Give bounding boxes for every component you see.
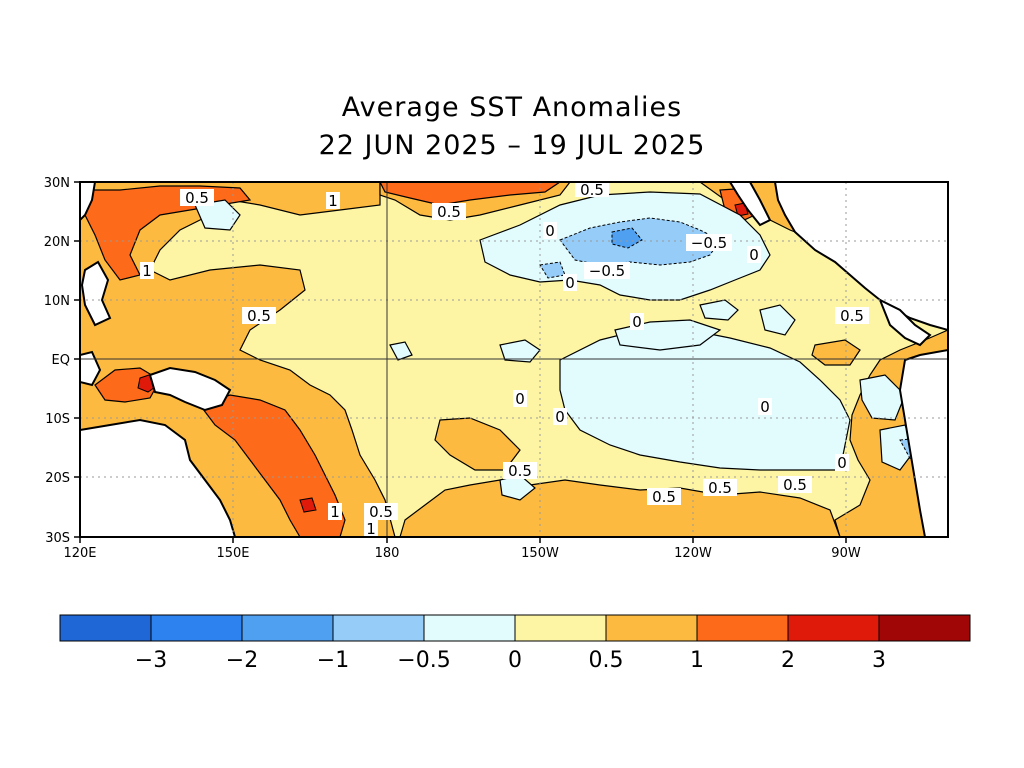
colorbar-swatch xyxy=(332,614,425,642)
contour-label: 0.5 xyxy=(652,488,676,506)
contour-label: 0.5 xyxy=(708,479,732,497)
landmass-south-america xyxy=(898,348,948,537)
colorbar-label: 2 xyxy=(781,648,795,673)
contour-label: 0.5 xyxy=(437,203,461,221)
contour-label: 0 xyxy=(545,222,555,240)
contour-label: 0.5 xyxy=(840,307,864,325)
map-field: 0.5 1 0.5 0.5 0 −0.5 −0.5 0 0 1 xyxy=(80,181,948,538)
landmass-borneo xyxy=(80,350,102,387)
contour-label: 0.5 xyxy=(580,181,604,199)
colorbar-label: 3 xyxy=(872,648,886,673)
landmass-central-america xyxy=(878,297,932,347)
contour-labels: 0.5 1 0.5 0.5 0 −0.5 −0.5 0 0 1 xyxy=(140,181,869,538)
contour-label: 0 xyxy=(515,390,525,408)
colorbar-label: 0.5 xyxy=(589,648,624,673)
anomaly-band-neg2-to-neg1 xyxy=(611,227,643,249)
landmass-philippines xyxy=(80,260,112,327)
contour-label: 0 xyxy=(749,246,759,264)
colorbar-label: −0.5 xyxy=(397,648,450,673)
colorbar-swatch xyxy=(150,614,243,642)
lon-tick-label: 150E xyxy=(216,546,249,561)
landmass-asia xyxy=(80,182,97,222)
colorbar-label: −3 xyxy=(135,648,167,673)
lat-tick-label: EQ xyxy=(52,353,70,368)
lat-tick-label: 30S xyxy=(45,531,70,546)
contour-label: 0.5 xyxy=(783,476,807,494)
colorbar-label: −2 xyxy=(226,648,258,673)
lon-tick-label: 90W xyxy=(831,546,861,561)
contour-label: 1 xyxy=(328,192,338,210)
contour-label: 0 xyxy=(555,408,565,426)
lat-tick-label: 10S xyxy=(45,412,70,427)
lat-tick-label: 30N xyxy=(44,176,70,191)
contour-label: 0.5 xyxy=(185,189,209,207)
contour-label: 0 xyxy=(837,454,847,472)
contour-label: 0.5 xyxy=(369,503,393,521)
lon-tick-label: 150W xyxy=(521,546,559,561)
colorbar-swatches xyxy=(59,614,971,642)
map-axes-reference xyxy=(80,182,948,537)
contour-label: 0 xyxy=(632,313,642,331)
contour-label: −0.5 xyxy=(691,234,727,252)
contour-label: 1 xyxy=(142,262,152,280)
colorbar-swatch xyxy=(241,614,334,642)
lat-tick-label: 20N xyxy=(44,235,70,250)
contour-label: 1 xyxy=(366,520,376,538)
colorbar-swatch xyxy=(878,614,971,642)
lat-tick-label: 10N xyxy=(44,294,70,309)
colorbar-label: −1 xyxy=(317,648,349,673)
colorbar-swatch xyxy=(423,614,516,642)
colorbar-label: 1 xyxy=(690,648,704,673)
lat-tick-label: 20S xyxy=(45,471,70,486)
contour-label: 0.5 xyxy=(508,462,532,480)
contour-label: 0 xyxy=(760,398,770,416)
latitude-axis: 30N 20N 10N EQ 10S 20S 30S xyxy=(44,176,80,546)
contour-label: −0.5 xyxy=(589,262,625,280)
contour-label: 1 xyxy=(330,503,340,521)
lon-tick-label: 120E xyxy=(63,546,96,561)
colorbar: −3 −2 −1 −0.5 0 0.5 1 2 3 xyxy=(59,614,971,673)
land-masses xyxy=(80,182,948,537)
colorbar-label: 0 xyxy=(508,648,522,673)
figure-title: Average SST Anomalies xyxy=(341,92,683,123)
longitude-axis: 120E 150E 180 150W 120W 90W xyxy=(63,537,861,561)
colorbar-swatch xyxy=(514,614,607,642)
colorbar-swatch xyxy=(59,614,152,642)
figure-date-range: 22 JUN 2025 – 19 JUL 2025 xyxy=(318,130,706,161)
landmass-australia xyxy=(80,418,237,537)
colorbar-swatch xyxy=(787,614,880,642)
lon-tick-label: 120W xyxy=(674,546,712,561)
colorbar-swatch xyxy=(696,614,789,642)
landmass-baja-california xyxy=(728,182,772,227)
lon-tick-label: 180 xyxy=(375,546,400,561)
colorbar-swatch xyxy=(605,614,698,642)
contour-label: 0.5 xyxy=(247,307,271,325)
contour-label: 0 xyxy=(565,274,575,292)
landmass-north-america xyxy=(773,182,948,332)
landmass-new-guinea xyxy=(148,366,232,412)
